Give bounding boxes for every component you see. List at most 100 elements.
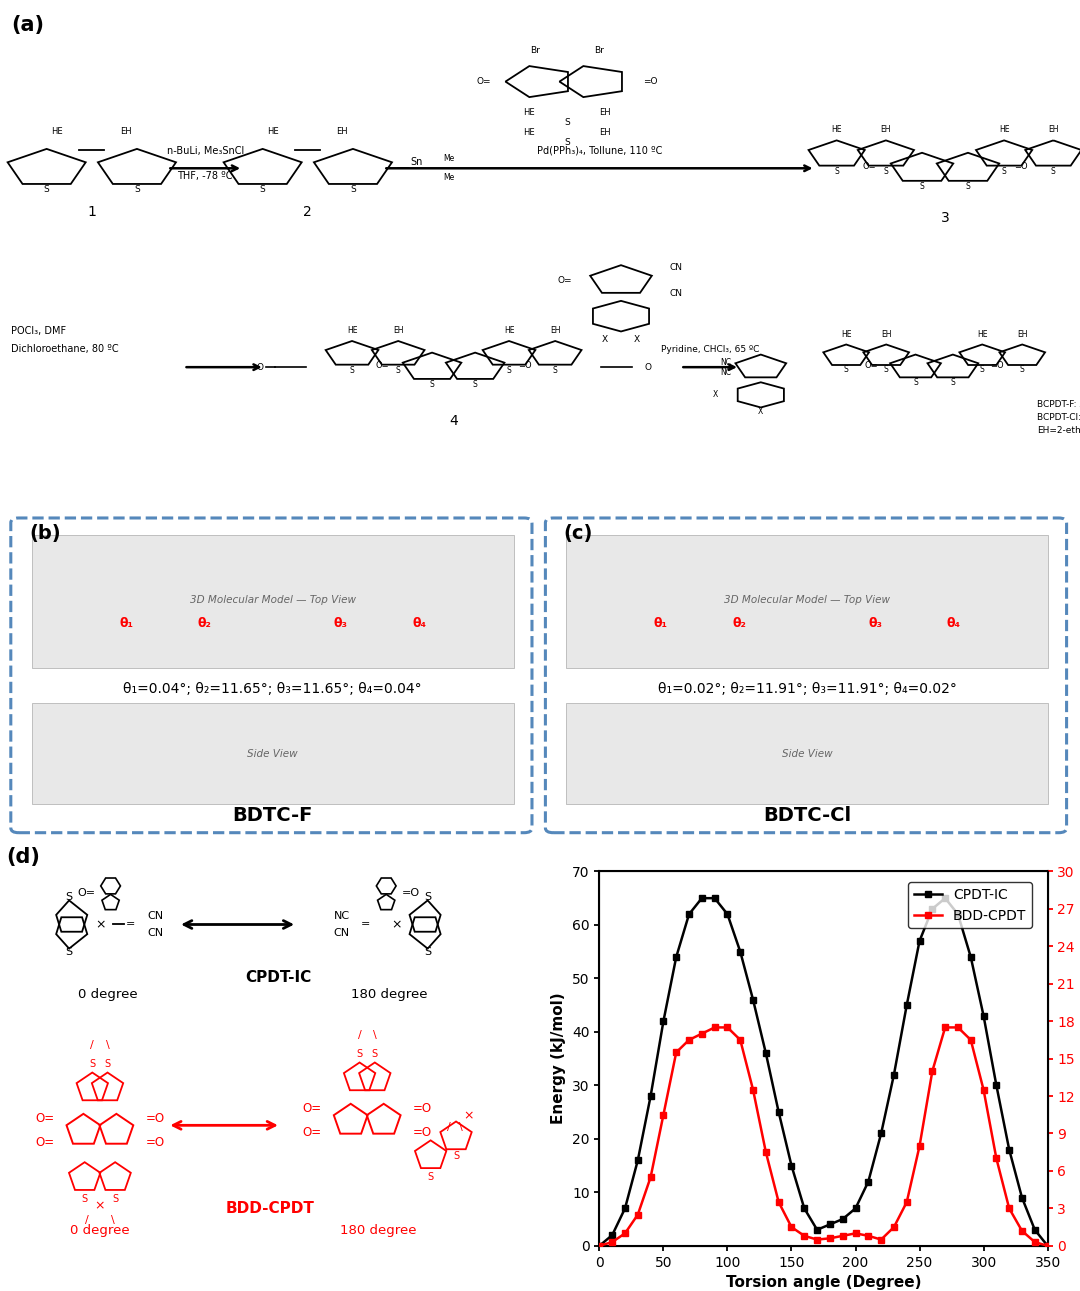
Text: O=: O= bbox=[302, 1126, 322, 1139]
Text: BDD-CPDT: BDD-CPDT bbox=[226, 1201, 314, 1216]
Text: 4: 4 bbox=[449, 413, 458, 427]
Text: S: S bbox=[950, 378, 955, 387]
CPDT-IC bbox=[746, 991, 759, 1007]
Text: θ₁=0.02°; θ₂=11.91°; θ₃=11.91°; θ₄=0.02°: θ₁=0.02°; θ₂=11.91°; θ₃=11.91°; θ₄=0.02° bbox=[658, 682, 957, 696]
Y-axis label: Energy (kJ/mol): Energy (kJ/mol) bbox=[552, 993, 567, 1124]
Line: BDD-CPDT: BDD-CPDT bbox=[596, 1025, 1051, 1248]
Text: HE: HE bbox=[977, 330, 987, 340]
Text: O=: O= bbox=[302, 1103, 322, 1115]
Text: S: S bbox=[507, 365, 511, 374]
Text: /: / bbox=[357, 1030, 362, 1041]
BDD-CPDT bbox=[1002, 1201, 1015, 1216]
CPDT-IC bbox=[606, 1228, 619, 1243]
Text: /: / bbox=[85, 1215, 89, 1225]
Text: Pd(PPh₃)₄, Tollune, 110 ºC: Pd(PPh₃)₄, Tollune, 110 ºC bbox=[537, 146, 662, 155]
Text: ×: × bbox=[95, 1199, 105, 1212]
BDD-CPDT bbox=[683, 1033, 696, 1048]
Text: S: S bbox=[473, 380, 477, 389]
CPDT-IC bbox=[593, 1238, 606, 1254]
Text: POCl₃, DMF: POCl₃, DMF bbox=[11, 327, 66, 337]
CPDT-IC bbox=[977, 1008, 990, 1024]
Text: θ₁: θ₁ bbox=[119, 617, 133, 630]
CPDT-IC bbox=[759, 1046, 772, 1061]
CPDT-IC bbox=[849, 1201, 862, 1216]
Text: S: S bbox=[372, 1050, 378, 1059]
Text: 180 degree: 180 degree bbox=[340, 1224, 416, 1237]
Text: EH=2-ethylhexyl: EH=2-ethylhexyl bbox=[1037, 426, 1080, 435]
Text: (a): (a) bbox=[11, 15, 44, 35]
Text: S: S bbox=[1002, 167, 1007, 176]
Text: n-BuLi, Me₃SnCl: n-BuLi, Me₃SnCl bbox=[166, 146, 244, 155]
BDD-CPDT bbox=[670, 1044, 683, 1060]
CPDT-IC bbox=[683, 906, 696, 922]
BDD-CPDT bbox=[733, 1033, 746, 1048]
BDD-CPDT bbox=[696, 1026, 708, 1042]
BDD-CPDT bbox=[913, 1139, 926, 1154]
Text: θ₁: θ₁ bbox=[653, 617, 667, 630]
Text: HE: HE bbox=[268, 128, 279, 137]
Text: θ₃: θ₃ bbox=[334, 617, 348, 630]
Text: CN: CN bbox=[147, 911, 163, 920]
CPDT-IC bbox=[1041, 1238, 1054, 1254]
BDD-CPDT bbox=[1041, 1238, 1054, 1254]
Text: HE: HE bbox=[841, 330, 851, 340]
CPDT-IC bbox=[772, 1104, 785, 1119]
Text: =O: =O bbox=[643, 77, 657, 86]
Text: =O: =O bbox=[413, 1103, 432, 1115]
BDD-CPDT bbox=[888, 1219, 901, 1234]
FancyBboxPatch shape bbox=[566, 704, 1049, 804]
FancyBboxPatch shape bbox=[566, 536, 1049, 669]
Text: EH: EH bbox=[550, 327, 561, 336]
BDD-CPDT bbox=[759, 1145, 772, 1161]
Text: O: O bbox=[256, 363, 264, 372]
Text: HE: HE bbox=[523, 128, 535, 137]
BDD-CPDT bbox=[875, 1232, 888, 1247]
CPDT-IC bbox=[836, 1211, 849, 1226]
BDD-CPDT bbox=[964, 1033, 977, 1048]
Text: BDTC-F: BDTC-F bbox=[232, 806, 313, 825]
CPDT-IC bbox=[901, 998, 914, 1013]
Text: S: S bbox=[883, 365, 889, 374]
Text: 0 degree: 0 degree bbox=[70, 1224, 130, 1237]
Text: CPDT-IC: CPDT-IC bbox=[245, 970, 311, 985]
Text: S: S bbox=[430, 380, 434, 389]
Text: S: S bbox=[453, 1150, 459, 1161]
Text: S: S bbox=[260, 185, 266, 194]
Text: HE: HE bbox=[347, 327, 357, 336]
Text: S: S bbox=[920, 182, 924, 191]
CPDT-IC bbox=[964, 949, 977, 964]
Text: NC: NC bbox=[720, 368, 731, 377]
CPDT-IC bbox=[657, 1013, 670, 1029]
Line: CPDT-IC: CPDT-IC bbox=[596, 896, 1051, 1248]
Legend: CPDT-IC, BDD-CPDT: CPDT-IC, BDD-CPDT bbox=[908, 882, 1031, 928]
Text: =: = bbox=[125, 919, 135, 930]
Text: X: X bbox=[758, 407, 764, 416]
Text: 0 degree: 0 degree bbox=[78, 989, 138, 1002]
Text: 3: 3 bbox=[941, 210, 949, 225]
Text: S: S bbox=[914, 378, 918, 387]
Text: S: S bbox=[105, 1060, 110, 1069]
Text: Me: Me bbox=[443, 173, 455, 182]
CPDT-IC bbox=[670, 949, 683, 964]
CPDT-IC bbox=[951, 906, 964, 922]
Text: \: \ bbox=[111, 1215, 114, 1225]
Text: EH: EH bbox=[337, 128, 348, 137]
Text: S: S bbox=[564, 117, 570, 127]
CPDT-IC bbox=[913, 933, 926, 949]
Text: Me: Me bbox=[443, 154, 455, 163]
CPDT-IC bbox=[875, 1126, 888, 1141]
BDD-CPDT bbox=[785, 1219, 798, 1234]
Text: θ₂: θ₂ bbox=[198, 617, 212, 630]
Text: O=: O= bbox=[558, 276, 572, 285]
Text: EH: EH bbox=[393, 327, 404, 336]
X-axis label: Torsion angle (Degree): Torsion angle (Degree) bbox=[726, 1276, 921, 1290]
Text: S: S bbox=[396, 365, 401, 374]
BDD-CPDT bbox=[708, 1020, 721, 1035]
CPDT-IC bbox=[811, 1223, 824, 1238]
Text: EH: EH bbox=[1017, 330, 1027, 340]
FancyBboxPatch shape bbox=[31, 704, 514, 804]
BDD-CPDT bbox=[657, 1106, 670, 1122]
CPDT-IC bbox=[888, 1066, 901, 1082]
Text: S: S bbox=[66, 892, 72, 902]
BDD-CPDT bbox=[1028, 1234, 1041, 1250]
